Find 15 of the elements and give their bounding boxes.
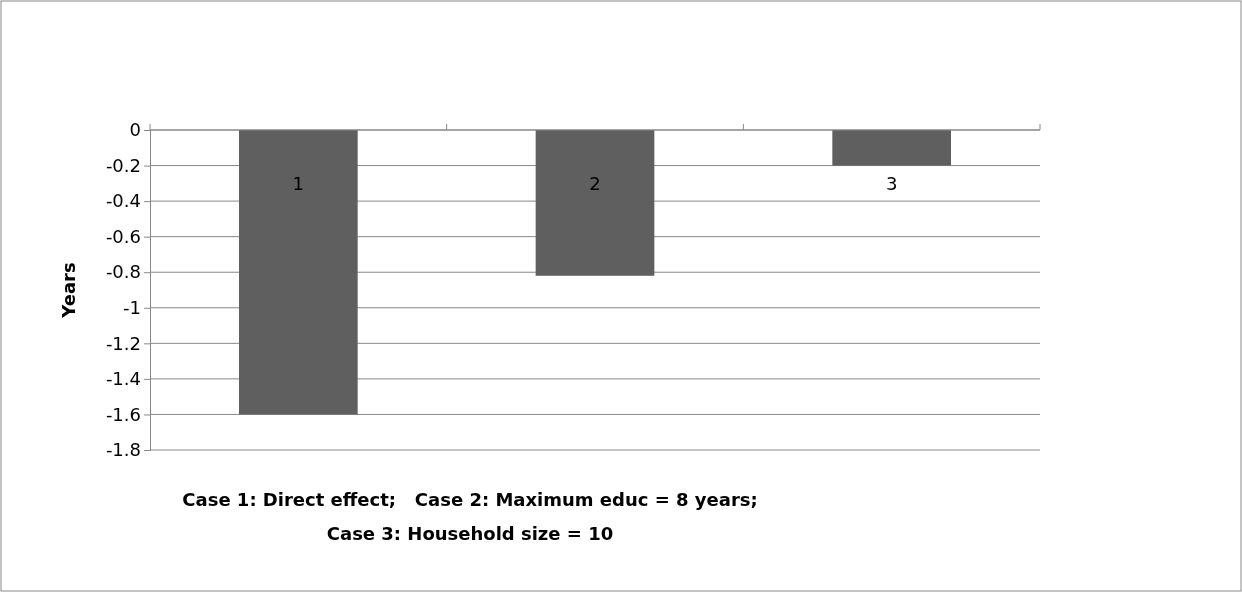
y-tick-label: -1 xyxy=(123,297,141,319)
y-tick-label: -0.8 xyxy=(105,261,141,283)
y-tick-label: -1.8 xyxy=(105,439,141,461)
y-tick-label: 0 xyxy=(129,119,141,141)
x-tick-label: 3 xyxy=(885,173,898,194)
x-axis-title: Case 1: Direct effect; Case 2: Maximum educ = 8 years; Case 3: Household size = 10 xyxy=(182,489,758,544)
y-axis-title: Years xyxy=(58,262,79,319)
y-tick-label: -1.2 xyxy=(105,332,141,354)
y-tick-label: -0.4 xyxy=(105,190,141,212)
y-tick-label: -1.6 xyxy=(105,403,141,425)
x-tick-label: 1 xyxy=(292,173,305,194)
y-tick-label: -0.2 xyxy=(105,154,141,176)
x-tick-label: 2 xyxy=(589,173,601,194)
y-tick-label: -0.6 xyxy=(105,225,141,247)
y-tick-label: -1.4 xyxy=(105,368,141,390)
